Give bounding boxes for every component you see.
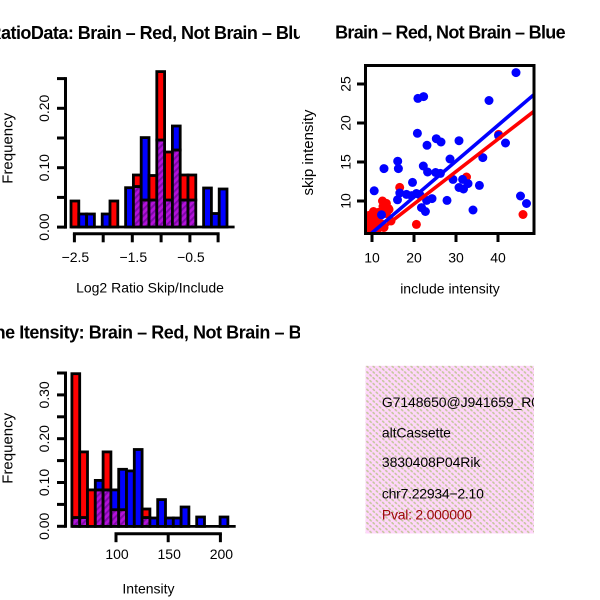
svg-text:Log2 Ratio Skip/Include: Log2 Ratio Skip/Include (76, 280, 224, 296)
svg-text:Brain – Red, Not Brain – Blue: Brain – Red, Not Brain – Blue (335, 23, 565, 43)
svg-text:30: 30 (448, 250, 464, 266)
svg-text:0.20: 0.20 (36, 425, 52, 452)
svg-text:Intensity: Intensity (122, 581, 174, 597)
svg-text:altCassette: altCassette (382, 424, 451, 440)
svg-text:Pval: 2.000000: Pval: 2.000000 (382, 507, 472, 523)
svg-text:skip intensity: skip intensity (300, 109, 317, 195)
svg-text:100: 100 (105, 546, 129, 562)
svg-text:RatioData: Brain – Red, Not Br: RatioData: Brain – Red, Not Brain – Blue (0, 23, 313, 43)
svg-text:G7148650@J941659_R0_at: G7148650@J941659_R0_at (382, 394, 558, 410)
svg-text:40: 40 (490, 250, 506, 266)
svg-text:0.00: 0.00 (36, 213, 52, 240)
svg-text:0.10: 0.10 (36, 154, 52, 181)
svg-text:20: 20 (406, 250, 422, 266)
svg-text:−1.5: −1.5 (119, 249, 147, 265)
svg-text:Frequency: Frequency (0, 412, 16, 483)
svg-text:chr7.22934−2.10: chr7.22934−2.10 (382, 485, 484, 501)
svg-text:10: 10 (338, 193, 354, 209)
svg-text:20: 20 (338, 115, 354, 131)
svg-text:0.00: 0.00 (36, 512, 52, 539)
svg-text:Frequency: Frequency (0, 112, 16, 183)
svg-text:0.20: 0.20 (36, 94, 52, 121)
svg-text:150: 150 (158, 546, 182, 562)
svg-text:15: 15 (338, 154, 354, 170)
svg-text:0.10: 0.10 (36, 469, 52, 496)
svg-text:−2.5: −2.5 (62, 249, 90, 265)
svg-text:Gene Itensity: Brain – Red, No: Gene Itensity: Brain – Red, Not Brain – … (0, 323, 326, 343)
svg-text:10: 10 (364, 250, 380, 266)
svg-text:0.30: 0.30 (36, 381, 52, 408)
svg-text:25: 25 (338, 76, 354, 92)
svg-text:include intensity: include intensity (400, 281, 500, 297)
svg-text:200: 200 (210, 546, 234, 562)
svg-text:3830408P04Rik: 3830408P04Rik (382, 454, 481, 470)
svg-text:−0.5: −0.5 (177, 249, 205, 265)
